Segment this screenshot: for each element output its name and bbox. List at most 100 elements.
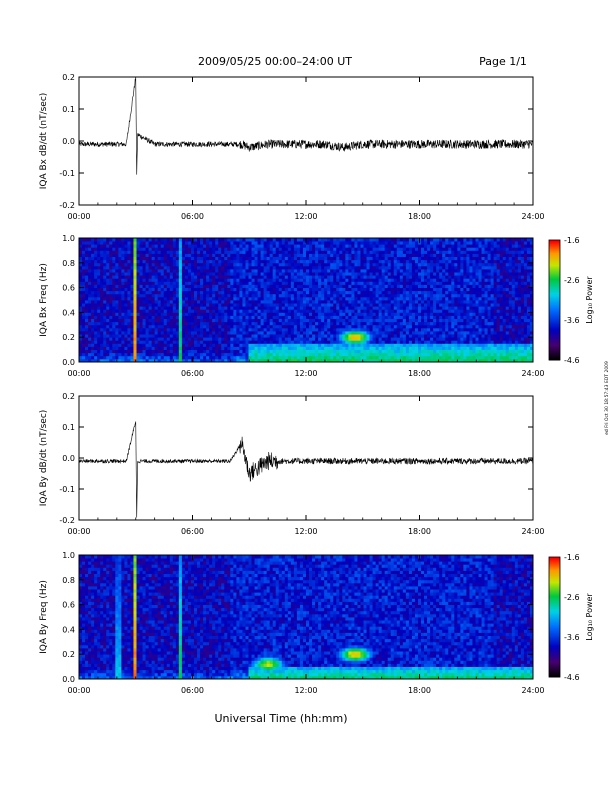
spectrogram-cell [163,238,168,242]
spectrogram-cell [157,303,162,307]
spectrogram-cell [224,337,228,341]
spectrogram-cell [160,284,165,288]
spectrogram-cell [436,238,440,242]
spectrogram-cell [354,259,358,264]
spectrogram-cell [366,256,370,261]
spectrogram-cell [139,238,143,242]
spectrogram-cell [239,340,243,344]
spectrogram-cell [206,337,210,341]
spectrogram-cell [333,253,337,257]
spectrogram-cell [405,293,410,298]
spectrogram-cell [342,318,346,323]
spectrogram-cell [181,315,186,319]
spectrogram-cell [272,253,277,257]
spectrogram-cell [312,324,316,329]
spectrogram-cell [145,244,150,248]
spectrogram-cell [342,259,346,264]
spectrogram-cell [278,331,283,335]
spectrogram-cell [318,349,322,354]
spectrogram-cell [239,265,243,270]
spectrogram-cell [215,296,219,301]
spectrogram-cell [360,321,364,326]
spectrogram-cell [318,324,322,329]
spectrogram-cell [324,303,328,307]
spectrogram-cell [424,321,428,326]
spectrogram-cell [133,327,137,332]
spectrogram-cell [97,355,101,360]
spectrogram-cell [421,334,425,338]
spectrogram-cell [375,318,380,323]
spectrogram-cell [342,306,346,310]
spectrogram-cell [97,340,101,344]
spectrogram-cell [281,327,286,332]
spectrogram-cell [327,318,331,323]
spectrogram-cell [378,244,383,248]
spectrogram-cell [106,334,110,338]
spectrogram-cell [296,275,301,279]
spectrogram-cell [248,278,252,282]
spectrogram-cell [333,343,337,347]
spectrogram-cell [278,241,283,245]
spectrogram-cell [448,309,452,313]
spectrogram-cell [281,272,286,276]
spectrogram-cell [433,303,437,307]
spectrogram-cell [112,346,116,350]
spectrogram-cell [366,296,370,301]
spectrogram-cell [430,287,434,292]
spectrogram-cell [445,293,449,298]
spectrogram-cell [421,262,425,267]
spectrogram-cell [124,241,128,245]
spectrogram-cell [408,296,413,301]
spectrogram-cell [88,309,92,313]
spectrogram-cell [157,343,162,347]
spectrogram-cell [427,309,431,313]
x-tick-label: 18:00 [408,212,431,221]
spectrogram-cell [284,290,289,295]
spectrogram-cell [269,321,274,326]
spectrogram-cell [393,265,398,270]
spectrogram-cell [221,262,225,267]
spectrogram-cell [302,250,307,254]
spectrogram-cell [130,334,134,338]
spectrogram-cell [139,318,143,323]
spectrogram-cell [206,349,210,354]
spectrogram-cell [439,321,443,326]
spectrogram-cell [181,253,186,257]
spectrogram-cell [221,272,225,276]
spectrogram-cell [318,278,322,282]
spectrogram-cell [357,324,361,329]
spectrogram-cell [227,259,231,264]
spectrogram-cell [142,284,146,288]
spectrogram-cell [112,284,116,288]
spectrogram-cell [184,287,189,292]
spectrogram-cell [79,315,83,319]
spectrogram-cell [121,337,125,341]
spectrogram-cell [427,250,431,254]
spectrogram-cell [91,244,95,248]
spectrogram-cell [130,346,134,350]
spectrogram-cell [278,346,283,350]
spectrogram-cell [272,300,277,304]
spectrogram-cell [178,321,183,326]
spectrogram-cell [348,337,352,341]
spectrogram-cell [414,290,419,295]
spectrogram-cell [218,293,222,298]
spectrogram-cell [212,349,216,354]
spectrogram-cell [254,303,258,307]
spectrogram-cell [375,340,380,344]
spectrogram-cell [203,352,207,357]
spectrogram-cell [442,275,446,279]
spectrogram-cell [221,346,225,350]
spectrogram-cell [281,346,286,350]
spectrogram-cell [218,358,222,363]
spectrogram-cell [424,247,428,251]
spectrogram-cell [348,293,352,298]
spectrogram-cell [221,293,225,298]
spectrogram-cell [127,318,131,323]
spectrogram-cell [324,281,328,285]
spectrogram-cell [121,269,125,273]
spectrogram-cell [442,272,446,276]
spectrogram-cell [227,315,231,319]
spectrogram-cell [345,318,349,323]
spectrogram-cell [242,312,246,316]
